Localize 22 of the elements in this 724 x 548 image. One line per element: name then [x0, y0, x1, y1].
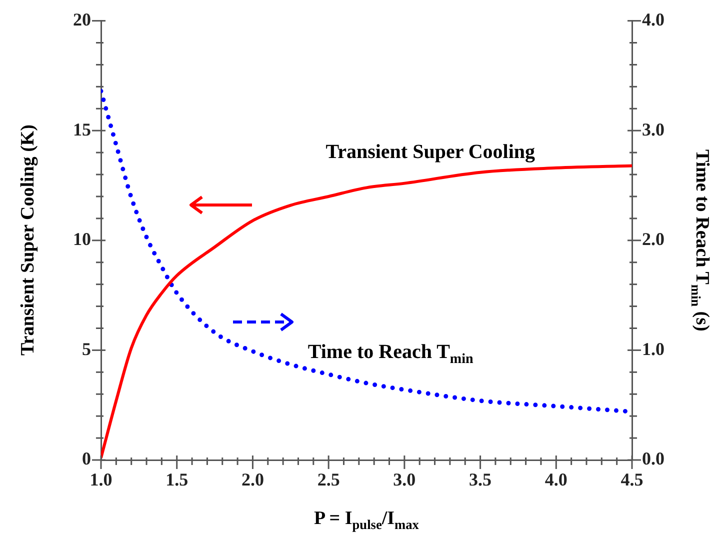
x-tick-label: 2.5 [317, 469, 340, 490]
x-tick-label: 1.5 [166, 469, 188, 490]
y2-tick-label: 0.0 [642, 448, 664, 469]
x-tick-label: 4.0 [544, 469, 568, 490]
y2-tick-label: 3.0 [642, 119, 664, 140]
x-tick-label: 3.5 [469, 469, 492, 490]
x-tick-label: 1.0 [90, 469, 112, 490]
y2-tick-label: 1.0 [642, 338, 664, 359]
y-tick-label: 0 [82, 448, 91, 469]
y-axis-title: Transient Super Cooling (K) [17, 124, 39, 356]
y-tick-label: 15 [73, 119, 91, 140]
series-label: Transient Super Cooling [326, 141, 536, 164]
x-tick-label: 2.0 [241, 469, 264, 490]
x-tick-label: 4.5 [620, 469, 644, 490]
y2-tick-label: 2.0 [642, 229, 664, 250]
y-tick-label: 5 [82, 338, 91, 359]
x-tick-label: 3.0 [393, 469, 416, 490]
y2-tick-label: 4.0 [642, 9, 664, 30]
x-axis-title: P = I$_{pulse}$/I$_{max}$ [314, 508, 419, 532]
series-label: Time to Reach T$_{min}$ [308, 341, 474, 368]
y-tick-label: 20 [73, 9, 91, 30]
y-tick-label: 10 [73, 229, 91, 250]
